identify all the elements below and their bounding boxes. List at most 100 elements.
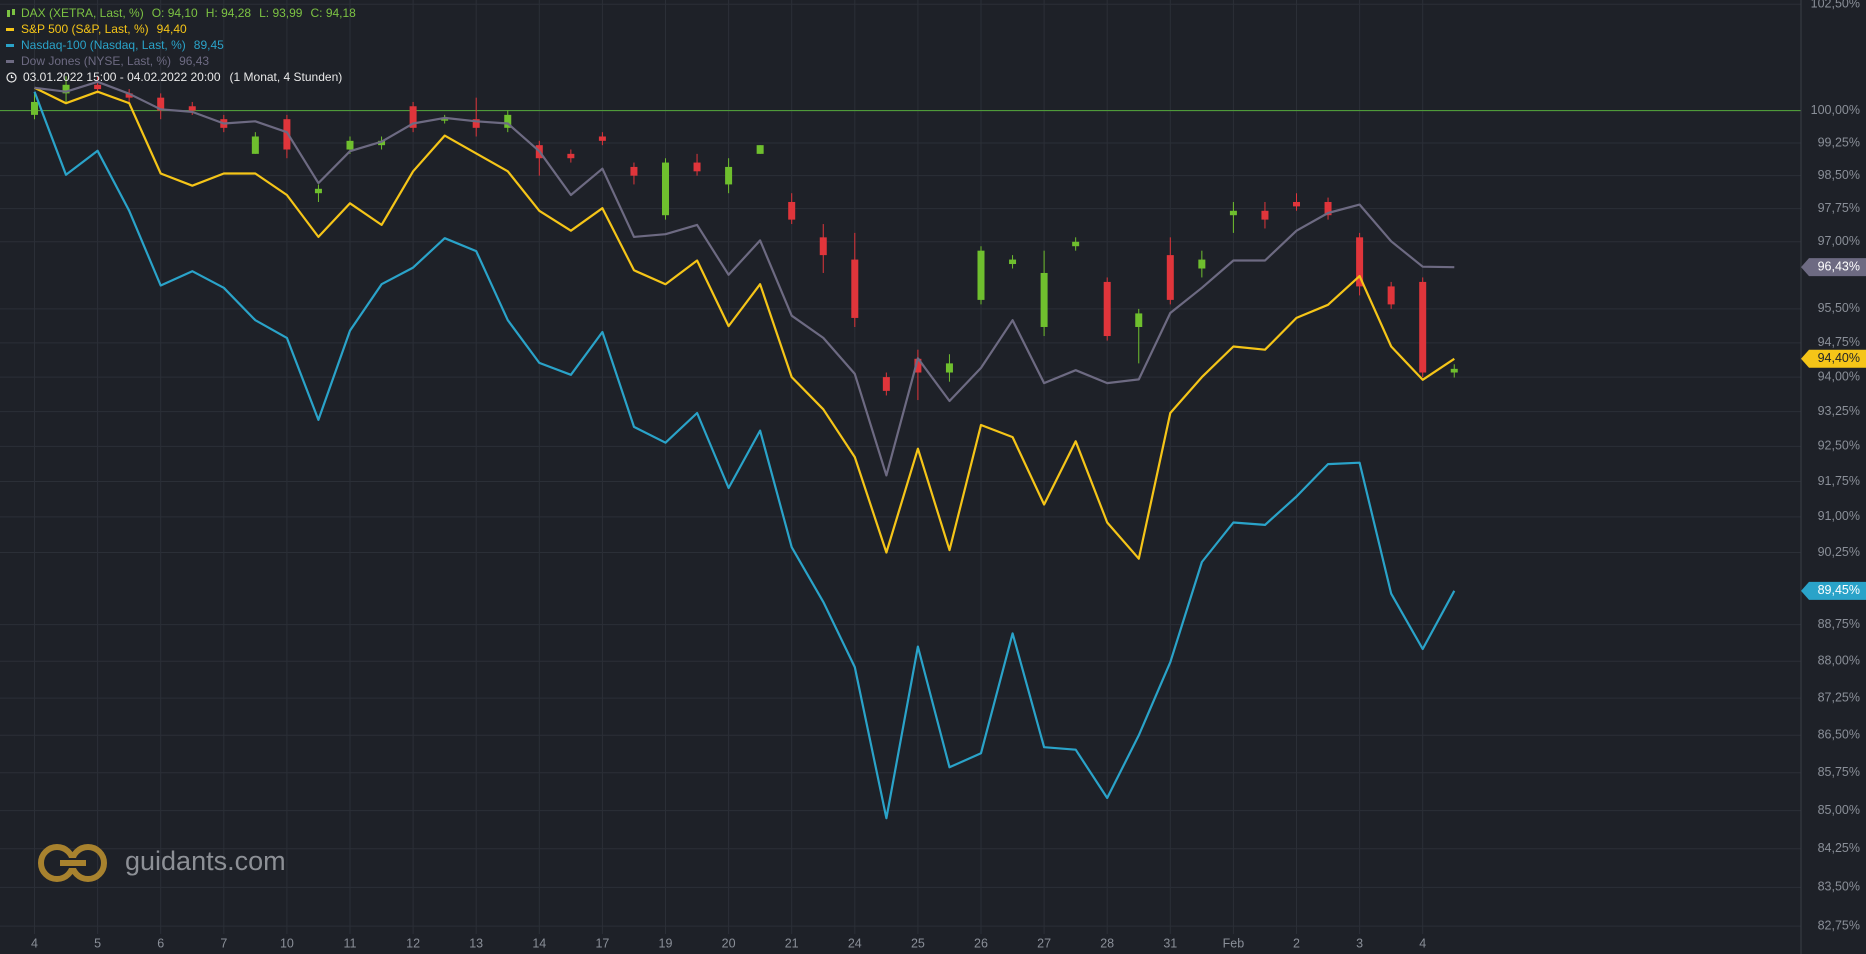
icon-part <box>7 9 10 17</box>
legend-last-value: 94,40 <box>156 22 187 36</box>
x-tick-label: 3 <box>1356 936 1363 950</box>
x-tick-label: 27 <box>1037 936 1051 950</box>
candle-body <box>819 237 827 256</box>
ohlc-label: C: 94,18 <box>310 6 356 20</box>
candle-body <box>914 358 922 373</box>
series-line <box>34 86 1455 560</box>
y-tick-label: 83,50% <box>1818 880 1860 894</box>
candle-body <box>1198 259 1206 269</box>
legend-label: DAX (XETRA, Last, %) <box>21 6 144 20</box>
candle-body <box>157 97 165 111</box>
candle-body <box>1324 201 1332 216</box>
candle-body <box>125 93 133 98</box>
candle-body <box>725 166 733 185</box>
y-tick-label: 82,75% <box>1818 918 1860 932</box>
candle-body <box>882 377 890 391</box>
y-tick-label: 85,00% <box>1818 803 1860 817</box>
candle-body <box>756 145 764 154</box>
y-tick-label: 94,75% <box>1818 335 1860 349</box>
candle-body <box>188 106 196 111</box>
candle-body <box>1229 210 1237 216</box>
legend-entry: Nasdaq-100 (Nasdaq, Last, %) 89,45 <box>6 37 356 53</box>
candle-body <box>409 106 417 128</box>
candle-body <box>94 84 102 90</box>
y-tick-label: 88,75% <box>1818 617 1860 631</box>
legend-series: S&P 500 (S&P, Last, %) 94,40 Nasdaq-100 (N… <box>6 21 356 69</box>
candle-body <box>693 162 701 172</box>
clock-hands <box>10 74 14 78</box>
y-tick-label: 97,75% <box>1818 201 1860 215</box>
x-tick-label: 7 <box>220 936 227 950</box>
legend-label: Nasdaq-100 (Nasdaq, Last, %) <box>21 38 186 52</box>
series-line <box>34 80 1455 477</box>
x-tick-label: 5 <box>94 936 101 950</box>
y-tick-label: 102,50% <box>1811 0 1860 10</box>
candle-body <box>788 201 796 220</box>
x-tick-label: 10 <box>280 936 294 950</box>
candle-body <box>346 140 354 150</box>
clock-icon <box>6 71 17 83</box>
legend: DAX (XETRA, Last, %) O: 94,10 H: 94,28 L: … <box>6 5 356 85</box>
x-tick-label: 4 <box>1419 936 1426 950</box>
candle-body <box>1419 281 1427 373</box>
candle-body <box>567 153 575 159</box>
y-axis: 102,50% 100,00% 99,25% 98,50% 97,75% 97,00% 95… <box>1801 0 1866 932</box>
legend-label: S&P 500 (S&P, Last, %) <box>21 22 149 36</box>
ohlc-label: O: 94,10 <box>151 6 198 20</box>
y-tick-label: 98,50% <box>1818 168 1860 182</box>
y-tick-label: 100,00% <box>1811 103 1860 117</box>
candle-body <box>504 114 512 128</box>
x-tick-label: 31 <box>1163 936 1177 950</box>
candle-body <box>1356 237 1364 287</box>
price-badge <box>1801 581 1866 600</box>
x-tick-label: 26 <box>974 936 988 950</box>
watermark: guidants.com <box>125 846 286 876</box>
legend-last-value: 96,43 <box>179 54 210 68</box>
candle-body <box>1261 210 1269 220</box>
candle-body <box>1166 255 1174 300</box>
legend-swatch <box>6 59 14 63</box>
candle-icon <box>7 8 15 17</box>
price-badge-label: 96,43% <box>1818 259 1860 273</box>
price-badge <box>1801 258 1866 277</box>
x-tick-label: 11 <box>344 936 357 950</box>
y-tick-label: 95,50% <box>1818 301 1860 315</box>
candle-body <box>945 363 953 373</box>
x-tick-label: 2 <box>1293 936 1300 950</box>
date-range-text: 03.01.2022 15:00 - 04.02.2022 20:00 <box>23 70 221 84</box>
price-badge-label: 89,45% <box>1818 583 1860 597</box>
x-tick-label: 25 <box>911 936 925 950</box>
x-tick-label: 13 <box>469 936 483 950</box>
legend-entry: S&P 500 (S&P, Last, %) 94,40 <box>6 21 356 37</box>
candle-body <box>378 140 386 146</box>
candle-body <box>630 166 638 176</box>
candle-body <box>472 119 480 128</box>
candle-body <box>1450 368 1458 373</box>
ohlc-label: L: 93,99 <box>259 6 303 20</box>
icon-part <box>12 8 15 15</box>
period-text: (1 Monat, 4 Stunden) <box>229 70 343 84</box>
y-tick-label: 97,00% <box>1818 234 1860 248</box>
grid <box>0 0 1801 934</box>
plot-area <box>0 76 1801 820</box>
x-tick-label: 24 <box>848 936 862 950</box>
y-tick-label: 94,00% <box>1818 369 1860 383</box>
clock-face <box>6 71 17 83</box>
candle-body <box>441 119 449 121</box>
legend-last-value: 89,45 <box>193 38 224 52</box>
candle-body <box>31 101 38 115</box>
x-tick-label: 12 <box>406 936 420 950</box>
y-tick-label: 93,25% <box>1818 404 1860 418</box>
candle-body <box>1009 259 1017 265</box>
candle-body <box>977 250 985 300</box>
y-tick-label: 86,50% <box>1818 728 1860 742</box>
y-tick-label: 88,00% <box>1818 654 1860 668</box>
x-axis: 4 5 6 7 10 11 12 13 14 17 19 20 21 24 25 26 27 28 31 Feb 2 3 4 <box>31 936 1426 950</box>
y-tick-label: 85,75% <box>1818 765 1860 779</box>
price-badge <box>1801 349 1866 368</box>
x-tick-label: Feb <box>1223 936 1245 950</box>
x-tick-label: 4 <box>31 936 38 950</box>
x-tick-label: 14 <box>532 936 546 950</box>
